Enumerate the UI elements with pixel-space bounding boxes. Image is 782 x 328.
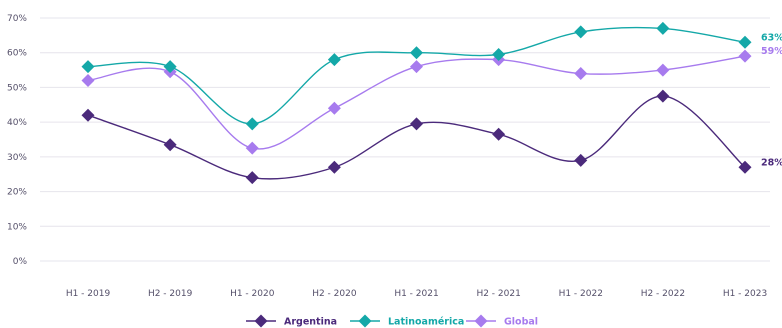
legend-swatch-marker	[474, 314, 488, 328]
grid-lines	[40, 17, 770, 262]
data-point-marker	[656, 63, 670, 77]
data-point-marker	[245, 171, 259, 185]
data-point-marker	[245, 117, 259, 131]
legend-label: Global	[504, 317, 538, 328]
x-tick-label: H2 - 2022	[641, 289, 685, 299]
x-tick-label: H2 - 2021	[476, 289, 520, 299]
data-point-marker	[738, 160, 752, 174]
series-end-label: 59%	[761, 46, 782, 57]
series-end-label: 28%	[761, 157, 782, 168]
data-point-marker	[163, 60, 177, 74]
legend-label: Latinoamérica	[388, 317, 464, 328]
data-point-marker	[81, 73, 95, 87]
y-tick-label: 20%	[7, 188, 27, 198]
data-point-marker	[574, 67, 588, 81]
data-point-marker	[574, 153, 588, 167]
x-tick-label: H1 - 2020	[230, 289, 275, 299]
legend-swatch-marker	[358, 314, 372, 328]
data-point-marker	[163, 138, 177, 152]
data-point-marker	[574, 25, 588, 39]
series-latinoamrica	[81, 21, 752, 131]
x-tick-label: H1 - 2021	[394, 289, 438, 299]
legend-item: Latinoamérica	[350, 314, 464, 328]
legend-item: Global	[466, 314, 538, 328]
end-labels: 59% 63% 28%	[761, 32, 782, 168]
data-point-marker	[656, 21, 670, 35]
series-line	[87, 95, 746, 180]
legend-item: Argentina	[246, 314, 337, 328]
series-end-label: 63%	[761, 32, 782, 43]
x-tick-label: H1 - 2023	[723, 289, 767, 299]
data-point-marker	[410, 117, 423, 131]
x-tick-label: H1 - 2019	[66, 289, 111, 299]
x-tick-label: H2 - 2020	[312, 289, 357, 299]
y-tick-label: 50%	[7, 83, 27, 93]
data-point-marker	[410, 60, 423, 74]
data-point-marker	[656, 89, 670, 103]
data-point-marker	[81, 108, 95, 122]
data-point-marker	[410, 46, 423, 60]
series-global	[81, 49, 752, 155]
y-tick-label: 70%	[7, 14, 27, 24]
series-lines	[81, 21, 752, 185]
data-point-marker	[327, 101, 341, 115]
y-tick-label: 0%	[13, 257, 28, 267]
data-point-marker	[738, 35, 752, 49]
y-tick-label: 10%	[7, 222, 27, 232]
y-tick-label: 30%	[7, 153, 27, 163]
data-point-marker	[738, 49, 752, 63]
y-tick-label: 40%	[7, 118, 27, 128]
data-point-marker	[492, 127, 506, 141]
legend-swatch-marker	[254, 314, 268, 328]
y-tick-label: 60%	[7, 49, 27, 59]
legend: Argentina Latinoamérica Global	[246, 314, 538, 328]
x-axis-tick-labels: H1 - 2019 H2 - 2019 H1 - 2020 H2 - 2020 H1 -…	[66, 289, 767, 299]
legend-label: Argentina	[284, 317, 337, 328]
x-tick-label: H1 - 2022	[559, 289, 603, 299]
data-point-marker	[327, 53, 341, 67]
series-argentina	[81, 89, 752, 185]
x-tick-label: H2 - 2019	[148, 289, 193, 299]
series-line	[87, 26, 746, 125]
data-point-marker	[492, 47, 506, 61]
data-point-marker	[81, 60, 95, 74]
data-point-marker	[327, 160, 341, 174]
y-axis-tick-labels: 0% 10% 20% 30% 40% 50% 60% 70%	[7, 14, 27, 267]
data-point-marker	[245, 141, 259, 155]
